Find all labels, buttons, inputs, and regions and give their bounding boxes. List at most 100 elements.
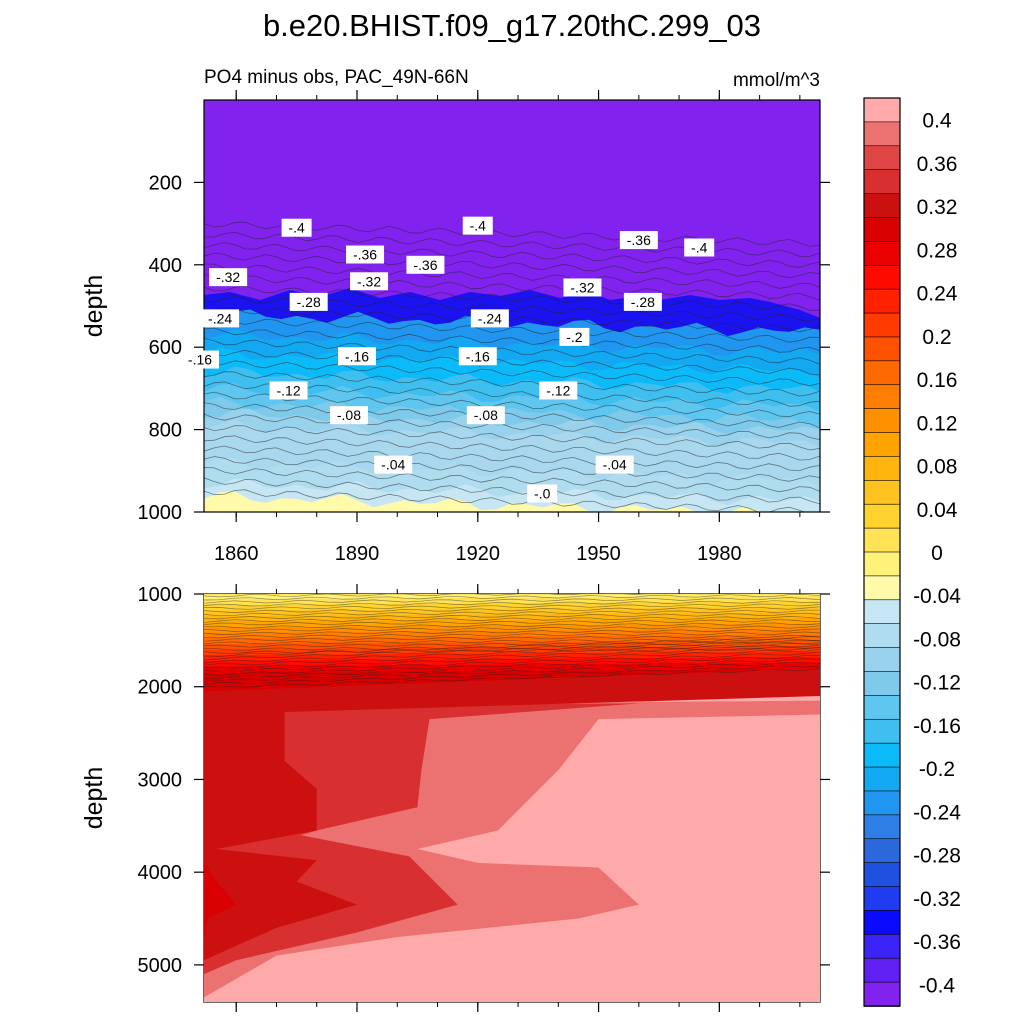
upper-contour-line [204, 263, 820, 289]
lower-contour-line [204, 636, 820, 657]
colorbar-swatch [863, 432, 901, 458]
contour-label: -.2 [566, 329, 583, 345]
contour-label: -.12 [276, 382, 300, 398]
contour-label-bg [563, 278, 602, 297]
upper-contour-line [204, 477, 820, 505]
contour-label: -.08 [337, 407, 361, 423]
lower-contour-line [204, 658, 820, 680]
upper-contour-line [204, 371, 820, 397]
colorbar-swatch [863, 384, 901, 410]
x-tick-label: 1980 [697, 543, 742, 565]
colorbar-swatch [863, 981, 901, 1007]
colorbar-swatch [863, 910, 901, 936]
lower-contour-line [204, 661, 820, 683]
colorbar-swatch [863, 336, 901, 362]
colorbar-label: -0.32 [913, 888, 961, 911]
y-tick-label: 5000 [138, 955, 183, 977]
upper-contour-line [204, 317, 820, 343]
plot-frame [203, 99, 821, 513]
colorbar-swatch [863, 193, 901, 219]
y-tick-label: 800 [149, 420, 182, 442]
lower-panel [204, 594, 820, 1002]
upper-contour-line [204, 425, 820, 451]
contour-label: -.08 [474, 407, 498, 423]
colorbar-swatch [863, 503, 901, 529]
contour-label-bg [337, 347, 376, 366]
upper-subtitle-right: mmol/m^3 [733, 70, 820, 91]
lower-contour-line [204, 631, 820, 639]
lower-contour-line [204, 651, 820, 673]
upper-contour-line [204, 273, 820, 301]
contour-band-shallow-5 [204, 618, 820, 629]
contour-label-bg [470, 309, 509, 328]
colorbar-swatch [863, 814, 901, 840]
contour-band-shallow-6 [204, 623, 820, 634]
contour-label: -.36 [353, 247, 377, 263]
x-tick-label: 1920 [456, 543, 501, 565]
contour-label-bg [458, 347, 497, 366]
chart-title: b.e20.BHIST.f09_g17.20thC.299_03 [263, 8, 761, 43]
y-tick-label: 400 [149, 255, 182, 277]
upper-contour-line [204, 466, 820, 493]
colorbar-label: -0.2 [919, 758, 955, 781]
colorbar-swatch [863, 551, 901, 577]
colorbar-label: 0.16 [917, 369, 958, 392]
colorbar-swatch [863, 241, 901, 267]
colorbar-label: -0.16 [913, 715, 961, 738]
colorbar-swatch [863, 97, 901, 123]
colorbar-swatch [863, 742, 901, 768]
lower-contour-line [204, 668, 820, 688]
lower-contour-line [204, 594, 714, 598]
colorbar-swatch [863, 766, 901, 792]
lower-contour-line [204, 639, 820, 661]
contour-label-bg [406, 255, 445, 274]
colorbar-swatch [863, 934, 901, 960]
upper-contour-line [204, 349, 820, 376]
colorbar-swatch [863, 264, 901, 290]
lower-contour-line [204, 638, 820, 645]
contour-label-bg [269, 381, 308, 400]
colorbar-label: 0.36 [917, 153, 958, 176]
lower-contour-line [204, 603, 820, 610]
contour-label-bg [466, 406, 505, 425]
contour-label-bg [201, 309, 240, 328]
colorbar-swatch [863, 647, 901, 673]
upper-contour-line [204, 337, 820, 365]
upper-contour-line [204, 327, 820, 353]
lower-ylabel: depth [80, 767, 108, 830]
contour-label-bg [619, 231, 658, 250]
contour-label: -.28 [297, 294, 321, 310]
x-tick-label: 1890 [335, 543, 380, 565]
colorbar-swatch [863, 217, 901, 243]
y-tick-label: 2000 [138, 677, 183, 699]
colorbar-label: -0.24 [913, 801, 961, 824]
upper-contour-line [204, 435, 820, 461]
contour-label: -.36 [413, 257, 437, 273]
colorbar-swatch [863, 145, 901, 171]
y-tick-label: 1000 [138, 584, 183, 606]
contour-label: -.32 [570, 279, 594, 295]
contour-label-bg [346, 245, 385, 264]
upper-contour-line [204, 402, 820, 429]
contour-band-shallow-8 [204, 634, 820, 645]
colorbar-label: -0.36 [913, 931, 961, 954]
colorbar-swatch [863, 288, 901, 314]
upper-contour-line [204, 456, 820, 482]
lower-contour-line [204, 655, 820, 676]
lower-contour-line [204, 642, 820, 664]
upper-contour-line [204, 489, 806, 512]
contour-label-bg [374, 455, 413, 474]
y-tick-label: 600 [149, 337, 182, 359]
y-tick-label: 1000 [138, 502, 183, 524]
upper-contour-line [204, 413, 820, 440]
colorbar-swatch [863, 623, 901, 649]
colorbar-label: 0.24 [917, 283, 958, 306]
contour-label-bg [209, 268, 248, 287]
upper-contour-line [204, 445, 820, 472]
contour-label-bg [527, 484, 558, 503]
colorbar [863, 97, 901, 1007]
contour-label: -.4 [470, 218, 487, 234]
contour-label: -.16 [188, 352, 212, 368]
x-tick-label: 1860 [214, 543, 259, 565]
